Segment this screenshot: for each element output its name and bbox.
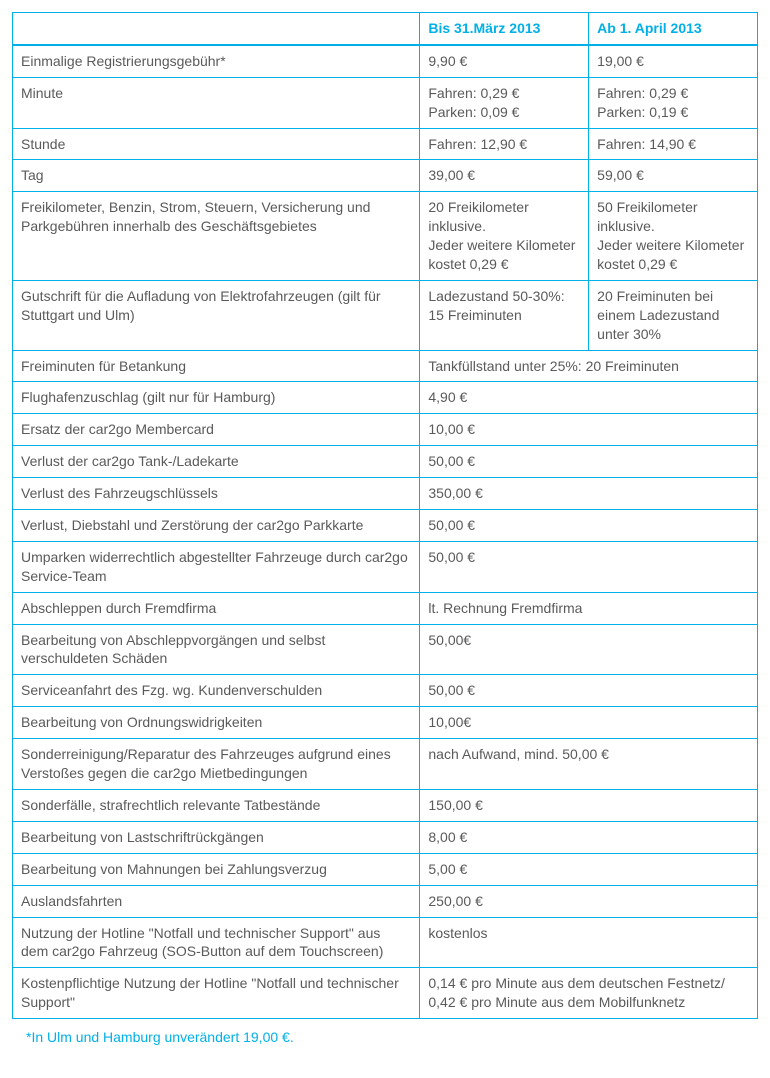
table-header-row: Bis 31.März 2013 Ab 1. April 2013: [13, 13, 758, 45]
row-label: Bearbeitung von Mahnungen bei Zahlungsve…: [13, 853, 420, 885]
row-value-after: Fahren: 14,90 €: [589, 128, 758, 160]
row-value-before: Ladezustand 50-30%: 15 Freiminuten: [420, 280, 589, 350]
header-empty: [13, 13, 420, 45]
table-row: Freikilometer, Benzin, Strom, Steuern, V…: [13, 192, 758, 281]
table-row: Sonderfälle, strafrechtlich relevante Ta…: [13, 789, 758, 821]
row-label: Bearbeitung von Lastschriftrückgängen: [13, 821, 420, 853]
row-value-merged: kostenlos: [420, 917, 758, 968]
row-label: Sonderreinigung/Reparatur des Fahrzeuges…: [13, 739, 420, 790]
row-value-merged: 5,00 €: [420, 853, 758, 885]
row-value-merged: 50,00 €: [420, 510, 758, 542]
table-row: StundeFahren: 12,90 €Fahren: 14,90 €: [13, 128, 758, 160]
row-value-before: 9,90 €: [420, 45, 589, 77]
row-value-merged: 50,00 €: [420, 446, 758, 478]
row-value-merged: 250,00 €: [420, 885, 758, 917]
row-value-merged: 10,00 €: [420, 414, 758, 446]
row-value-before: 20 Freikilometer inklusive.Jeder weitere…: [420, 192, 589, 281]
table-row: Serviceanfahrt des Fzg. wg. Kundenversch…: [13, 675, 758, 707]
table-row: Freiminuten für BetankungTankfüllstand u…: [13, 350, 758, 382]
row-value-merged: 10,00€: [420, 707, 758, 739]
row-value-merged: 0,14 € pro Minute aus dem deutschen Fest…: [420, 968, 758, 1019]
row-value-after: 59,00 €: [589, 160, 758, 192]
row-label: Verlust der car2go Tank-/Ladekarte: [13, 446, 420, 478]
table-row: Nutzung der Hotline "Notfall und technis…: [13, 917, 758, 968]
table-row: Sonderreinigung/Reparatur des Fahrzeuges…: [13, 739, 758, 790]
row-value-merged: 350,00 €: [420, 478, 758, 510]
row-value-merged: nach Aufwand, mind. 50,00 €: [420, 739, 758, 790]
pricing-table: Bis 31.März 2013 Ab 1. April 2013 Einmal…: [12, 12, 758, 1019]
row-value-merged: 50,00 €: [420, 675, 758, 707]
table-row: Bearbeitung von Lastschriftrückgängen8,0…: [13, 821, 758, 853]
header-after: Ab 1. April 2013: [589, 13, 758, 45]
row-label: Minute: [13, 77, 420, 128]
footnote: *In Ulm und Hamburg unverändert 19,00 €.: [12, 1019, 770, 1045]
row-value-after: 19,00 €: [589, 45, 758, 77]
row-label: Umparken widerrechtlich abgestellter Fah…: [13, 541, 420, 592]
table-row: Bearbeitung von Mahnungen bei Zahlungsve…: [13, 853, 758, 885]
row-label: Sonderfälle, strafrechtlich relevante Ta…: [13, 789, 420, 821]
row-value-after: 50 Freikilometer inklusive.Jeder weitere…: [589, 192, 758, 281]
row-value-merged: lt. Rechnung Fremdfirma: [420, 592, 758, 624]
row-label: Tag: [13, 160, 420, 192]
table-row: MinuteFahren: 0,29 €Parken: 0,09 €Fahren…: [13, 77, 758, 128]
table-row: Flughafenzuschlag (gilt nur für Hamburg)…: [13, 382, 758, 414]
row-value-after: Fahren: 0,29 €Parken: 0,19 €: [589, 77, 758, 128]
table-row: Bearbeitung von Abschleppvorgängen und s…: [13, 624, 758, 675]
row-label: Abschleppen durch Fremdfirma: [13, 592, 420, 624]
row-value-merged: Tankfüllstand unter 25%: 20 Freiminuten: [420, 350, 758, 382]
row-value-before: 39,00 €: [420, 160, 589, 192]
table-row: Tag39,00 €59,00 €: [13, 160, 758, 192]
header-before: Bis 31.März 2013: [420, 13, 589, 45]
row-label: Kostenpflichtige Nutzung der Hotline "No…: [13, 968, 420, 1019]
row-value-merged: 50,00€: [420, 624, 758, 675]
row-label: Flughafenzuschlag (gilt nur für Hamburg): [13, 382, 420, 414]
row-value-before: Fahren: 12,90 €: [420, 128, 589, 160]
table-row: Auslandsfahrten250,00 €: [13, 885, 758, 917]
row-label: Serviceanfahrt des Fzg. wg. Kundenversch…: [13, 675, 420, 707]
row-value-merged: 8,00 €: [420, 821, 758, 853]
row-label: Verlust des Fahrzeugschlüssels: [13, 478, 420, 510]
row-label: Freikilometer, Benzin, Strom, Steuern, V…: [13, 192, 420, 281]
table-row: Abschleppen durch Fremdfirmalt. Rechnung…: [13, 592, 758, 624]
row-label: Bearbeitung von Ordnungswidrigkeiten: [13, 707, 420, 739]
row-label: Verlust, Diebstahl und Zerstörung der ca…: [13, 510, 420, 542]
row-label: Bearbeitung von Abschleppvorgängen und s…: [13, 624, 420, 675]
table-row: Verlust, Diebstahl und Zerstörung der ca…: [13, 510, 758, 542]
row-label: Freiminuten für Betankung: [13, 350, 420, 382]
row-label: Gutschrift für die Aufladung von Elektro…: [13, 280, 420, 350]
row-value-before: Fahren: 0,29 €Parken: 0,09 €: [420, 77, 589, 128]
row-value-merged: 150,00 €: [420, 789, 758, 821]
row-value-merged: 4,90 €: [420, 382, 758, 414]
row-label: Stunde: [13, 128, 420, 160]
table-row: Einmalige Registrierungsgebühr*9,90 €19,…: [13, 45, 758, 77]
row-label: Auslandsfahrten: [13, 885, 420, 917]
table-row: Kostenpflichtige Nutzung der Hotline "No…: [13, 968, 758, 1019]
row-value-merged: 50,00 €: [420, 541, 758, 592]
table-row: Umparken widerrechtlich abgestellter Fah…: [13, 541, 758, 592]
table-row: Ersatz der car2go Membercard10,00 €: [13, 414, 758, 446]
row-label: Nutzung der Hotline "Notfall und technis…: [13, 917, 420, 968]
table-row: Bearbeitung von Ordnungswidrigkeiten10,0…: [13, 707, 758, 739]
row-label: Ersatz der car2go Membercard: [13, 414, 420, 446]
row-value-after: 20 Freiminuten bei einem Ladezustand unt…: [589, 280, 758, 350]
table-row: Verlust der car2go Tank-/Ladekarte50,00 …: [13, 446, 758, 478]
table-row: Verlust des Fahrzeugschlüssels350,00 €: [13, 478, 758, 510]
row-label: Einmalige Registrierungsgebühr*: [13, 45, 420, 77]
table-row: Gutschrift für die Aufladung von Elektro…: [13, 280, 758, 350]
